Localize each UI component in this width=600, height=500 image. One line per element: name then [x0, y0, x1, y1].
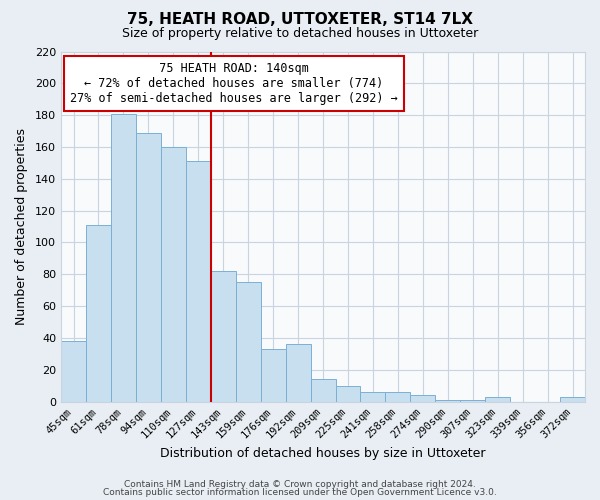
- Text: 75, HEATH ROAD, UTTOXETER, ST14 7LX: 75, HEATH ROAD, UTTOXETER, ST14 7LX: [127, 12, 473, 28]
- Bar: [286, 344, 311, 402]
- Text: Contains HM Land Registry data © Crown copyright and database right 2024.: Contains HM Land Registry data © Crown c…: [124, 480, 476, 489]
- Bar: [311, 380, 335, 402]
- Bar: [136, 132, 161, 402]
- Text: 75 HEATH ROAD: 140sqm  
← 72% of detached houses are smaller (774)
27% of semi-d: 75 HEATH ROAD: 140sqm ← 72% of detached …: [70, 62, 398, 105]
- Y-axis label: Number of detached properties: Number of detached properties: [15, 128, 28, 325]
- Bar: [260, 349, 286, 402]
- Bar: [485, 397, 510, 402]
- Bar: [436, 400, 460, 402]
- Bar: [385, 392, 410, 402]
- Bar: [460, 400, 485, 402]
- Bar: [61, 341, 86, 402]
- Bar: [335, 386, 361, 402]
- Bar: [111, 114, 136, 402]
- Text: Contains public sector information licensed under the Open Government Licence v3: Contains public sector information licen…: [103, 488, 497, 497]
- Bar: [211, 271, 236, 402]
- Bar: [361, 392, 385, 402]
- Bar: [86, 225, 111, 402]
- Bar: [236, 282, 260, 402]
- Bar: [186, 162, 211, 402]
- Bar: [161, 147, 186, 402]
- Text: Size of property relative to detached houses in Uttoxeter: Size of property relative to detached ho…: [122, 28, 478, 40]
- Bar: [410, 395, 436, 402]
- X-axis label: Distribution of detached houses by size in Uttoxeter: Distribution of detached houses by size …: [160, 447, 486, 460]
- Bar: [560, 397, 585, 402]
